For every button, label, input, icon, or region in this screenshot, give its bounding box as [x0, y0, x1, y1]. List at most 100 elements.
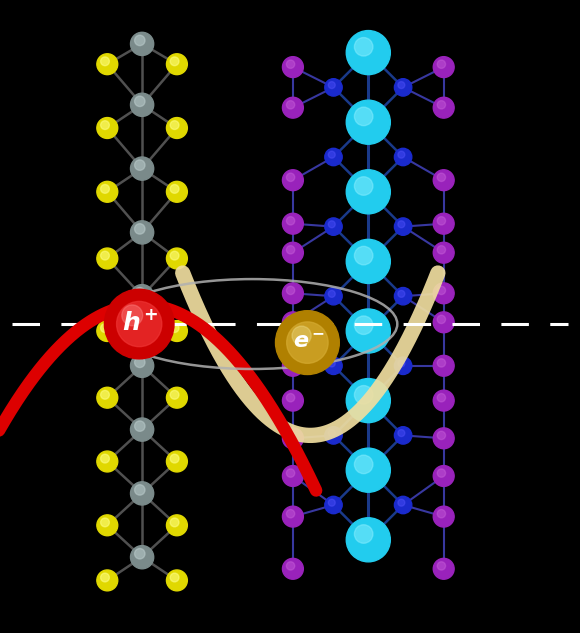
Circle shape [287, 359, 295, 367]
Circle shape [433, 312, 454, 333]
Circle shape [135, 549, 145, 559]
Circle shape [130, 354, 154, 377]
Circle shape [354, 525, 373, 543]
Circle shape [394, 357, 412, 375]
Circle shape [325, 427, 342, 444]
Circle shape [398, 221, 405, 228]
Circle shape [282, 390, 303, 411]
Circle shape [437, 394, 445, 402]
Circle shape [437, 315, 445, 323]
Circle shape [170, 57, 179, 66]
Circle shape [97, 182, 118, 202]
Circle shape [97, 320, 118, 341]
Circle shape [104, 289, 174, 359]
Circle shape [282, 97, 303, 118]
Circle shape [346, 518, 390, 562]
Circle shape [433, 57, 454, 77]
Circle shape [282, 170, 303, 191]
Circle shape [437, 359, 445, 367]
Circle shape [433, 170, 454, 191]
Circle shape [394, 287, 412, 305]
Circle shape [398, 151, 405, 158]
Circle shape [354, 246, 373, 265]
Circle shape [394, 218, 412, 235]
Circle shape [346, 309, 390, 353]
Circle shape [394, 148, 412, 166]
Circle shape [287, 469, 295, 477]
Circle shape [135, 96, 145, 106]
Circle shape [328, 430, 335, 437]
Circle shape [437, 216, 445, 225]
Circle shape [130, 32, 154, 56]
Circle shape [354, 385, 373, 404]
Circle shape [135, 485, 145, 495]
Circle shape [170, 391, 179, 399]
Circle shape [135, 287, 145, 298]
Circle shape [354, 455, 373, 473]
Circle shape [287, 510, 295, 518]
Circle shape [135, 421, 145, 431]
Circle shape [437, 60, 445, 68]
Circle shape [130, 157, 154, 180]
Circle shape [437, 469, 445, 477]
Circle shape [170, 184, 179, 193]
Circle shape [328, 151, 335, 158]
Circle shape [166, 118, 187, 139]
Circle shape [97, 54, 118, 75]
Circle shape [170, 573, 179, 582]
Circle shape [328, 360, 335, 367]
Circle shape [354, 316, 373, 334]
Circle shape [437, 561, 445, 570]
Circle shape [325, 496, 342, 514]
Circle shape [100, 518, 110, 527]
Circle shape [287, 173, 295, 182]
Circle shape [437, 246, 445, 254]
Circle shape [130, 221, 154, 244]
Circle shape [130, 93, 154, 116]
Circle shape [97, 570, 118, 591]
Circle shape [437, 431, 445, 439]
Circle shape [437, 510, 445, 518]
Circle shape [166, 320, 187, 341]
Circle shape [287, 394, 295, 402]
Circle shape [398, 430, 405, 437]
Circle shape [166, 54, 187, 75]
Circle shape [282, 558, 303, 579]
Circle shape [433, 428, 454, 449]
Circle shape [282, 355, 303, 376]
Circle shape [398, 499, 405, 506]
Circle shape [433, 506, 454, 527]
Circle shape [282, 57, 303, 77]
Circle shape [117, 301, 162, 347]
Circle shape [100, 251, 110, 260]
Circle shape [100, 454, 110, 463]
Circle shape [287, 561, 295, 570]
Circle shape [130, 285, 154, 308]
Circle shape [398, 291, 405, 298]
Circle shape [135, 223, 145, 234]
Circle shape [282, 506, 303, 527]
Circle shape [122, 305, 143, 326]
Circle shape [394, 427, 412, 444]
Circle shape [170, 518, 179, 527]
Circle shape [437, 286, 445, 294]
Circle shape [433, 558, 454, 579]
Circle shape [100, 573, 110, 582]
Circle shape [282, 465, 303, 486]
Circle shape [282, 312, 303, 333]
Circle shape [354, 107, 373, 126]
Circle shape [282, 213, 303, 234]
Circle shape [433, 465, 454, 486]
Circle shape [354, 37, 373, 56]
Circle shape [100, 57, 110, 66]
Circle shape [325, 148, 342, 166]
Circle shape [346, 448, 390, 492]
Circle shape [346, 239, 390, 284]
Circle shape [328, 291, 335, 298]
Circle shape [135, 357, 145, 368]
Circle shape [346, 379, 390, 423]
Circle shape [166, 570, 187, 591]
Circle shape [433, 390, 454, 411]
Circle shape [433, 283, 454, 304]
Circle shape [287, 322, 328, 363]
